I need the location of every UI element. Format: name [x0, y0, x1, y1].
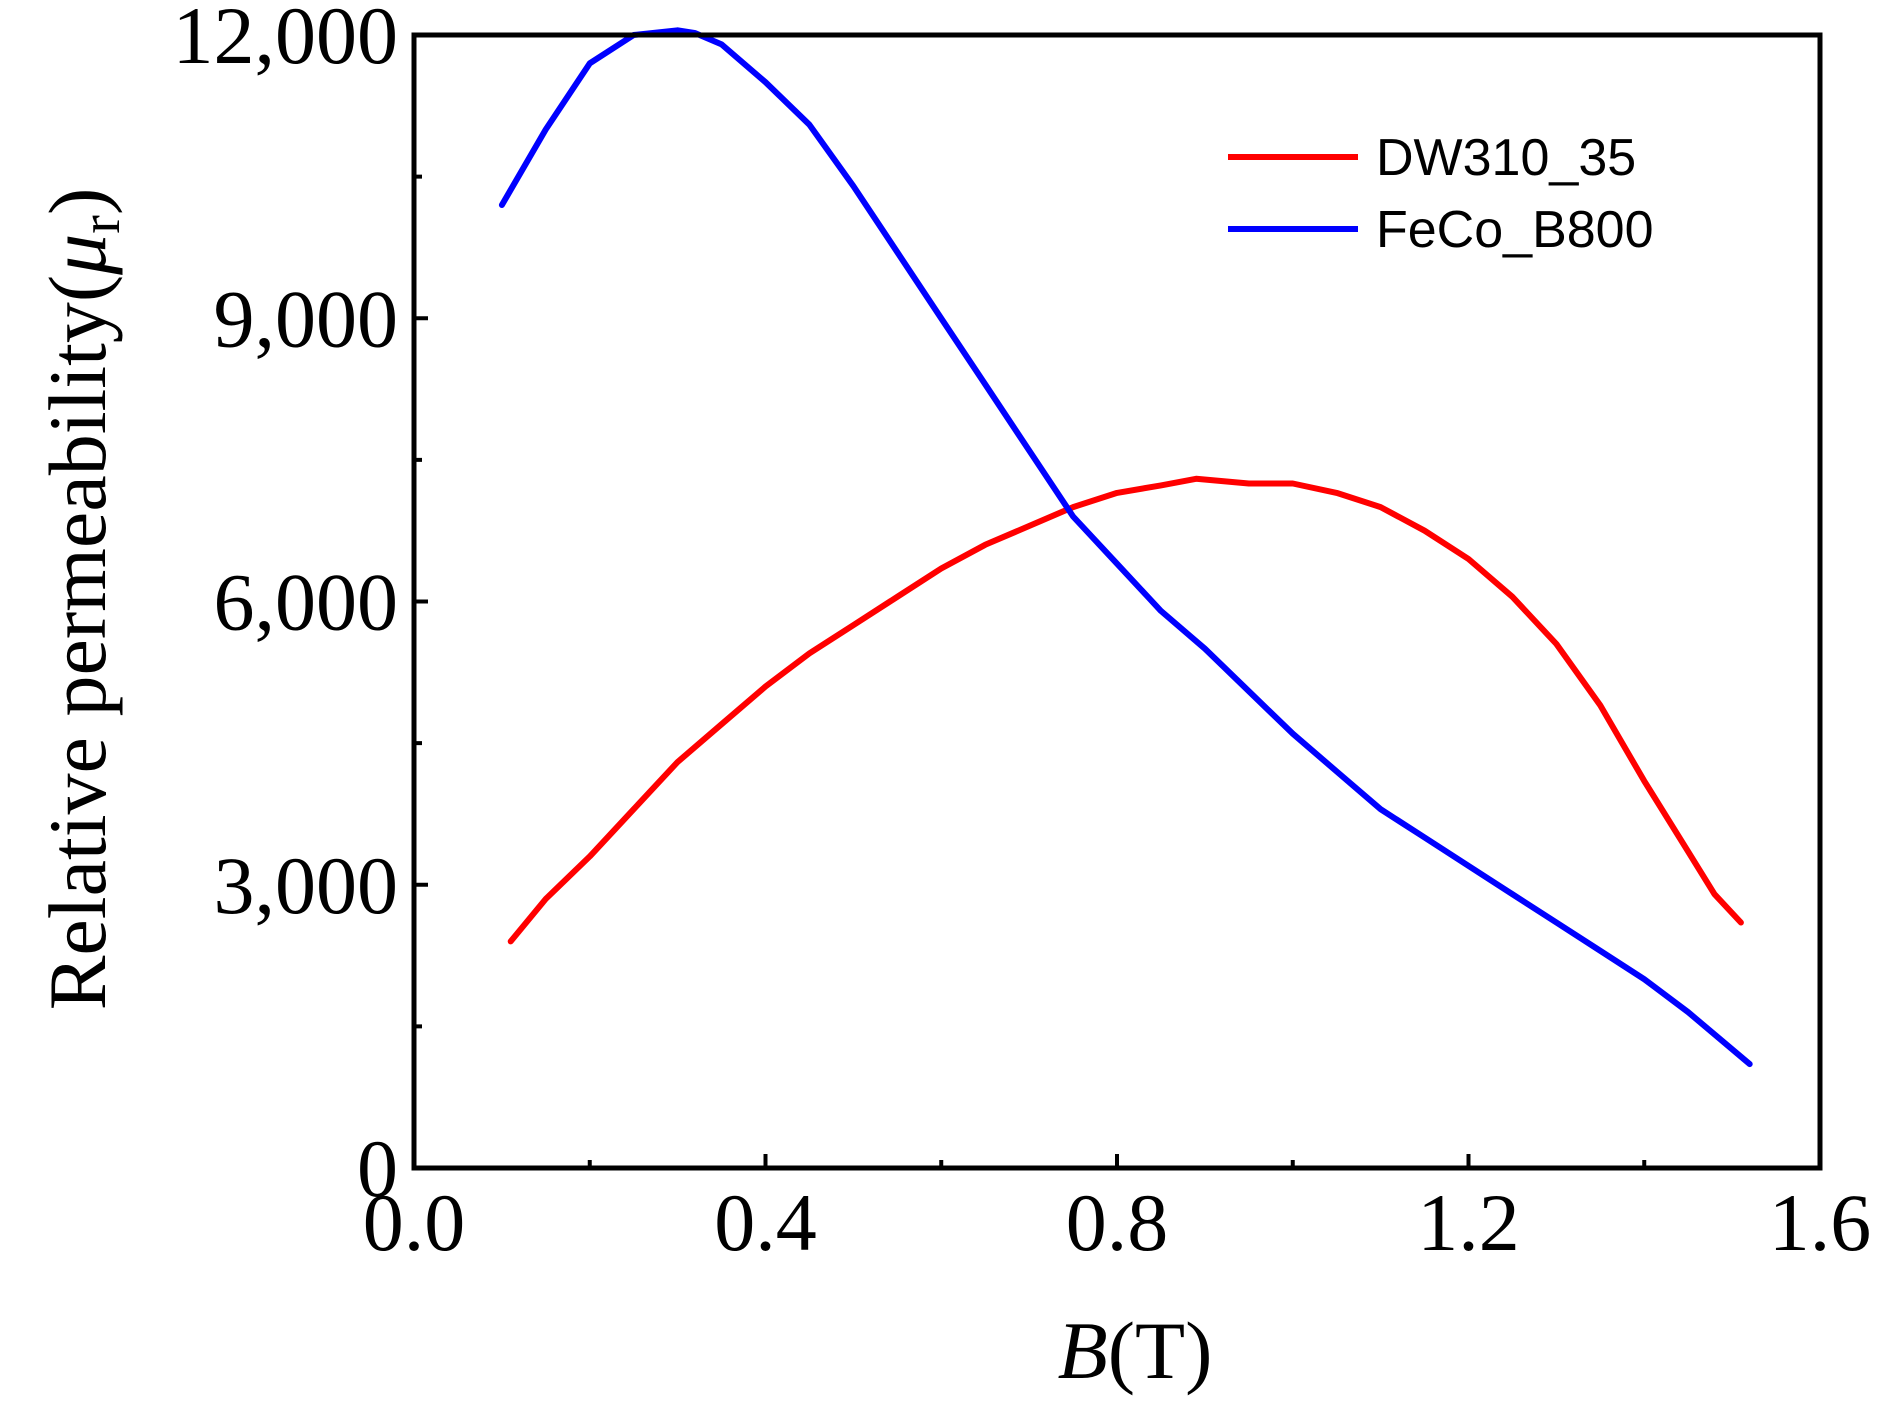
x-tick-label: 0.0	[363, 1177, 466, 1268]
y-axis-title-group: Relative permeability(μr)	[32, 188, 132, 1011]
y-tick-label: 12,000	[173, 0, 399, 81]
y-axis-title-subscript: r	[70, 215, 132, 234]
x-tick-label: 1.6	[1769, 1177, 1872, 1268]
y-axis-title: Relative permeability(μr)	[32, 188, 132, 1011]
x-axis-title: B(T)	[1058, 1305, 1213, 1396]
x-axis-title-unit: (T)	[1108, 1305, 1213, 1396]
ticks-layer: 0.0 0.4 0.8 1.2 1.6 0 3,000 6,000 9,000 12,000	[173, 0, 1872, 1268]
x-tick-label: 0.4	[714, 1177, 817, 1268]
y-tick-label: 0	[357, 1123, 398, 1214]
legend-label: FeCo_B800	[1376, 201, 1654, 259]
x-axis-title-var: B	[1058, 1305, 1108, 1396]
legend-label: DW310_35	[1376, 129, 1636, 187]
y-tick-label: 6,000	[214, 557, 399, 648]
x-tick-label: 0.8	[1066, 1177, 1169, 1268]
y-axis-title-mu: μ	[32, 234, 123, 276]
y-tick-label: 3,000	[214, 840, 399, 931]
legend: DW310_35 FeCo_B800	[1228, 129, 1654, 259]
x-tick-label: 1.2	[1417, 1177, 1520, 1268]
series-line-dw310-35	[507, 475, 1744, 945]
y-tick-label: 9,000	[214, 273, 399, 364]
y-axis-title-text: Relative permeability(	[32, 275, 123, 1010]
y-axis-title-close: )	[32, 188, 123, 215]
